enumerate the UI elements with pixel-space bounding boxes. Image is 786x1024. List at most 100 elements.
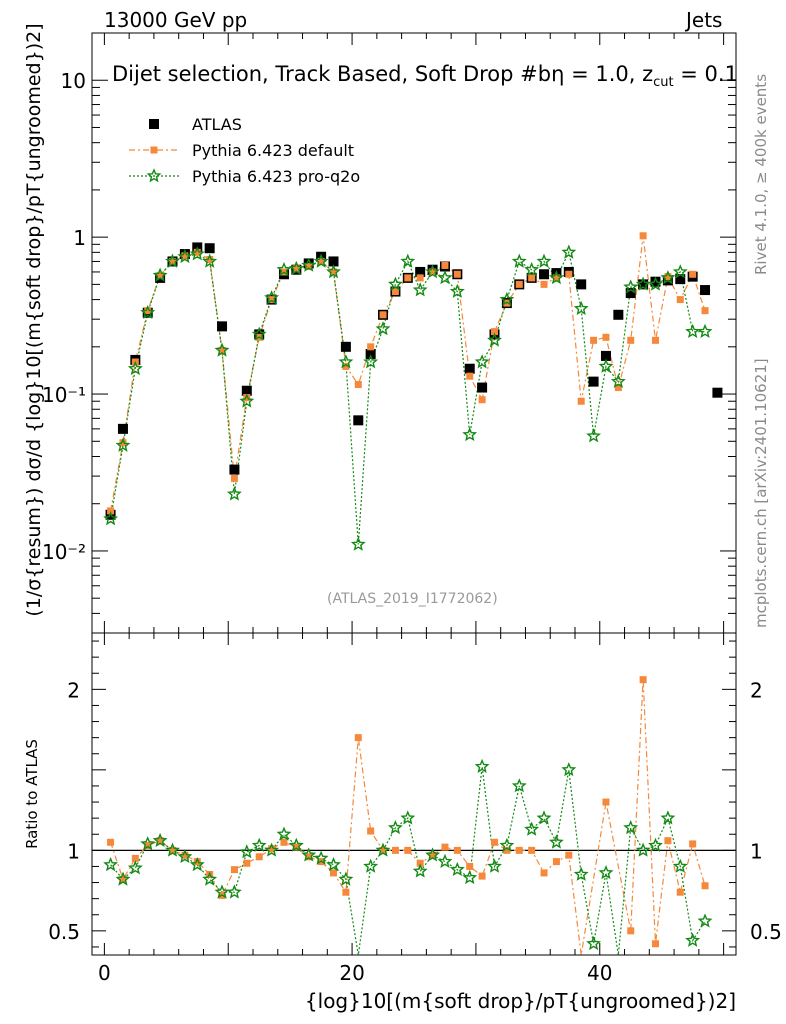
- x-tick-label: 40: [587, 961, 612, 985]
- atlas-point: [365, 348, 376, 359]
- ratio-default-point: [664, 837, 672, 845]
- ratio-default-point: [515, 846, 523, 854]
- proq2o-point: [400, 253, 416, 268]
- y-tick-label-right: 2: [750, 678, 763, 702]
- ratio-proq2o-point: [548, 834, 564, 849]
- ratio-default-point: [144, 842, 152, 850]
- ratio-panel: 0 20 40 0.5 0.5 1 1 2 2 Ratio to ATLAS {log}10[(m{…: [23, 632, 782, 1013]
- ratio-default-point: [193, 858, 201, 866]
- proq2o-point: [660, 270, 676, 285]
- ratio-proq2o-point: [127, 860, 143, 875]
- ratio-proq2o-point: [672, 858, 688, 873]
- ratio-proq2o-point: [202, 871, 218, 886]
- atlas-point: [600, 350, 611, 361]
- proq2o-point: [202, 253, 218, 268]
- proq2o-point: [449, 283, 465, 298]
- ratio-default-point: [305, 853, 313, 861]
- default-point: [689, 270, 697, 278]
- proq2o-point: [499, 291, 515, 306]
- ratio-proq2o-point: [685, 932, 701, 947]
- ratio-proq2o-point: [524, 821, 540, 836]
- legend-label: ATLAS: [192, 115, 242, 134]
- ratio-default-point: [453, 846, 461, 854]
- default-point: [379, 311, 387, 319]
- ratio-default-point: [292, 843, 300, 851]
- ratio-frame-box: [91, 632, 737, 956]
- ratio-default-point: [156, 837, 164, 845]
- x-tick-label: 0: [98, 961, 111, 985]
- proq2o-point: [152, 267, 168, 282]
- default-point: [317, 257, 325, 265]
- plot-title-tail: = 0.1: [673, 62, 738, 86]
- legend-proq2o-marker: [146, 168, 162, 183]
- ratio-proq2o-point: [165, 842, 180, 857]
- proq2o-point: [561, 244, 577, 259]
- proq2o-point: [635, 276, 651, 291]
- atlas-point: [464, 363, 475, 374]
- atlas-point: [241, 385, 252, 396]
- proq2o-point: [425, 264, 441, 279]
- proq2o-point: [610, 373, 626, 389]
- atlas-point: [353, 415, 364, 426]
- proq2o-point: [313, 253, 329, 268]
- default-point: [590, 336, 598, 344]
- default-point: [354, 381, 362, 389]
- ratio-proq2o-point: [511, 778, 527, 793]
- default-point: [491, 328, 498, 336]
- ratio-proq2o-point: [375, 842, 391, 857]
- ratio-default-point: [441, 843, 449, 851]
- proq2o-point: [276, 261, 292, 277]
- default-point: [268, 296, 276, 304]
- ratio-default-point: [602, 798, 610, 806]
- default-point: [119, 439, 127, 447]
- ratio-line-proq2o: [110, 766, 706, 956]
- y-tick-label-right: 0.5: [750, 920, 782, 944]
- proq2o-point: [697, 323, 713, 339]
- default-point: [330, 268, 337, 276]
- ratio-default-point: [330, 869, 337, 877]
- default-point: [515, 280, 523, 288]
- default-point: [156, 271, 164, 279]
- ratio-default-point: [528, 846, 536, 854]
- proq2o-point: [437, 270, 453, 285]
- default-point: [701, 307, 709, 315]
- default-point: [169, 257, 176, 265]
- proq2o-point: [115, 437, 131, 452]
- ratio-default-point: [701, 882, 709, 890]
- proq2o-point: [165, 253, 180, 268]
- atlas-point: [477, 382, 488, 393]
- atlas-point: [204, 243, 215, 254]
- proq2o-point: [586, 428, 602, 443]
- proq2o-point: [214, 342, 230, 357]
- default-point: [218, 346, 226, 354]
- main-frame-box: [91, 32, 737, 634]
- atlas-point: [700, 285, 711, 296]
- main-panel: 10⁻² 10⁻¹ 1 10 (1/σ{resum}) dσ/d {log}10[(m{…: [23, 23, 737, 634]
- proq2o-point: [239, 393, 255, 408]
- proq2o-point: [140, 304, 156, 319]
- default-point: [243, 394, 251, 402]
- ratio-default-point: [391, 846, 399, 854]
- ratio-default-point: [627, 927, 635, 935]
- ratio-default-point: [689, 840, 697, 848]
- atlas-point: [340, 341, 351, 352]
- source-label: mcplots.cern.ch [arXiv:2401.10621]: [752, 358, 770, 628]
- series-line-proq2o: [110, 250, 705, 545]
- default-point: [664, 273, 672, 281]
- ratio-default-point: [639, 676, 647, 684]
- proq2o-point: [487, 332, 502, 347]
- ratio-proq2o-point: [474, 758, 490, 773]
- atlas-point: [105, 509, 116, 520]
- y-tick-label: 2: [67, 678, 80, 702]
- default-point: [181, 252, 189, 260]
- ratio-proq2o-point: [140, 836, 156, 851]
- atlas-point: [675, 274, 686, 285]
- plot-title-main: Dijet selection, Track Based, Soft Drop …: [112, 62, 654, 86]
- default-point: [528, 274, 536, 282]
- default-point: [614, 384, 622, 392]
- ratio-default-point: [107, 838, 115, 846]
- default-point: [230, 474, 238, 482]
- proq2o-point: [462, 426, 478, 442]
- ratio-y-axis-label: Ratio to ATLAS: [23, 739, 41, 849]
- ratio-proq2o-point: [536, 810, 552, 825]
